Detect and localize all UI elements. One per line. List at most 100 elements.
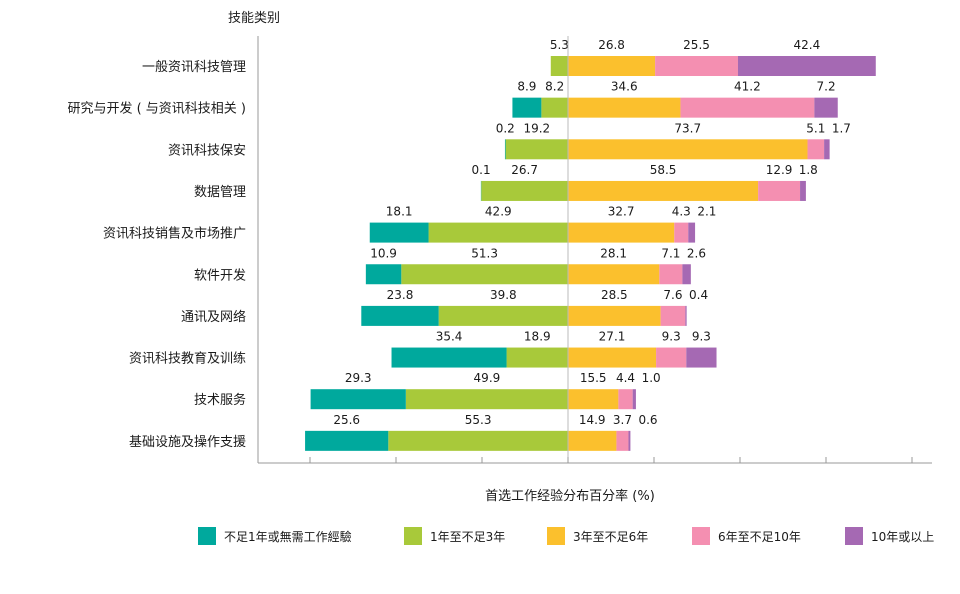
data-label: 32.7 [608, 205, 635, 219]
data-label: 19.2 [523, 121, 550, 135]
bar-segment [568, 56, 656, 76]
bar-segment [618, 389, 633, 410]
data-label: 2.1 [697, 205, 716, 219]
x-axis-title: 首选工作经验分布百分率 (%) [485, 488, 655, 504]
data-label: 27.1 [599, 330, 626, 344]
category-label: 技术服务 [194, 392, 246, 408]
data-label: 58.5 [650, 163, 677, 177]
bar-segment [504, 139, 506, 160]
bar-segment [512, 97, 542, 118]
data-label: 25.6 [333, 413, 360, 427]
data-label: 0.2 [496, 121, 515, 135]
bar-segment [758, 180, 801, 201]
bar-segment [814, 97, 838, 118]
bar-segment [505, 139, 568, 160]
data-label: 26.8 [598, 38, 625, 52]
data-label: 3.7 [613, 413, 632, 427]
bar-segment [405, 389, 568, 410]
bar-segment [568, 305, 661, 326]
bar-segment [401, 264, 568, 285]
bar-segment [659, 264, 683, 285]
category-label: 资讯科技教育及训练 [129, 351, 246, 367]
value-labels: 5.3 26.8 25.5 42.4 8.2 8.9 34.6 41.2 7.2 19.2 0.2 7… [333, 38, 851, 427]
bar-segment [682, 264, 691, 285]
data-label: 55.3 [465, 413, 492, 427]
data-label: 49.9 [474, 371, 501, 385]
data-label: 7.1 [661, 246, 680, 260]
data-label: 34.6 [611, 80, 638, 94]
data-label: 39.8 [490, 288, 517, 302]
bars [305, 56, 876, 451]
category-label: 一般资讯科技管理 [142, 59, 246, 75]
legend-label: 1年至不足3年 [430, 530, 505, 544]
data-label: 8.9 [517, 80, 536, 94]
data-label: 26.7 [511, 163, 538, 177]
legend-label: 3年至不足6年 [573, 530, 648, 544]
bar-segment [481, 180, 568, 201]
bar-segment [686, 347, 717, 368]
data-label: 10.9 [370, 246, 397, 260]
bar-segment [655, 56, 738, 76]
bar-segment [428, 222, 568, 243]
category-label: 研究与开发 ( 与资讯科技相关 ) [67, 101, 246, 117]
legend-swatch [404, 527, 422, 545]
data-label: 1.8 [799, 163, 818, 177]
data-label: 4.3 [672, 205, 691, 219]
category-label: 基础设施及操作支援 [129, 434, 246, 450]
bar-segment [388, 430, 568, 451]
legend-label: 6年至不足10年 [718, 530, 801, 544]
data-label: 1.0 [642, 371, 661, 385]
data-label: 23.8 [387, 288, 414, 302]
category-label: 资讯科技销售及市场推广 [103, 226, 246, 242]
data-label: 18.9 [524, 330, 551, 344]
bar-segment [616, 430, 629, 451]
data-label: 8.2 [545, 80, 564, 94]
bar-segment [685, 305, 687, 326]
data-label: 28.5 [601, 288, 628, 302]
category-label: 软件开发 [194, 267, 246, 283]
data-label: 5.1 [806, 121, 825, 135]
data-label: 9.3 [692, 330, 711, 344]
category-label: 通讯及网络 [181, 309, 246, 325]
data-label: 42.4 [794, 38, 821, 52]
data-label: 51.3 [471, 246, 498, 260]
category-axis-title: 技能类别 [228, 11, 280, 26]
legend-swatch [198, 527, 216, 545]
data-label: 4.4 [616, 371, 635, 385]
bar-segment [660, 305, 686, 326]
data-label: 1.7 [832, 121, 851, 135]
data-label: 0.1 [472, 163, 491, 177]
data-label: 14.9 [579, 413, 606, 427]
bar-segment [632, 389, 636, 410]
data-label: 5.3 [550, 38, 569, 52]
data-label: 35.4 [436, 330, 463, 344]
bar-segment [568, 180, 759, 201]
data-label: 25.5 [683, 38, 710, 52]
bar-segment [568, 139, 808, 160]
bar-segment [369, 222, 429, 243]
legend-swatch [845, 527, 863, 545]
bar-segment [800, 180, 806, 201]
data-label: 0.6 [638, 413, 657, 427]
bar-segment [391, 347, 507, 368]
data-label: 41.2 [734, 80, 761, 94]
category-label: 资讯科技保安 [168, 143, 246, 158]
axes [257, 36, 932, 464]
bar-segment [656, 347, 687, 368]
data-label: 12.9 [766, 163, 793, 177]
data-label: 42.9 [485, 205, 512, 219]
legend-label: 10年或以上 [871, 530, 934, 544]
legend-swatch [547, 527, 565, 545]
bar-segment [361, 305, 439, 326]
bar-segment [568, 222, 675, 243]
data-label: 18.1 [386, 205, 413, 219]
bar-segment [550, 56, 568, 76]
data-label: 2.6 [687, 246, 706, 260]
data-label: 29.3 [345, 371, 372, 385]
bar-segment [568, 430, 617, 451]
bar-segment [568, 389, 619, 410]
bar-segment [310, 389, 406, 410]
category-label: 数据管理 [194, 185, 246, 200]
legend-swatch [692, 527, 710, 545]
